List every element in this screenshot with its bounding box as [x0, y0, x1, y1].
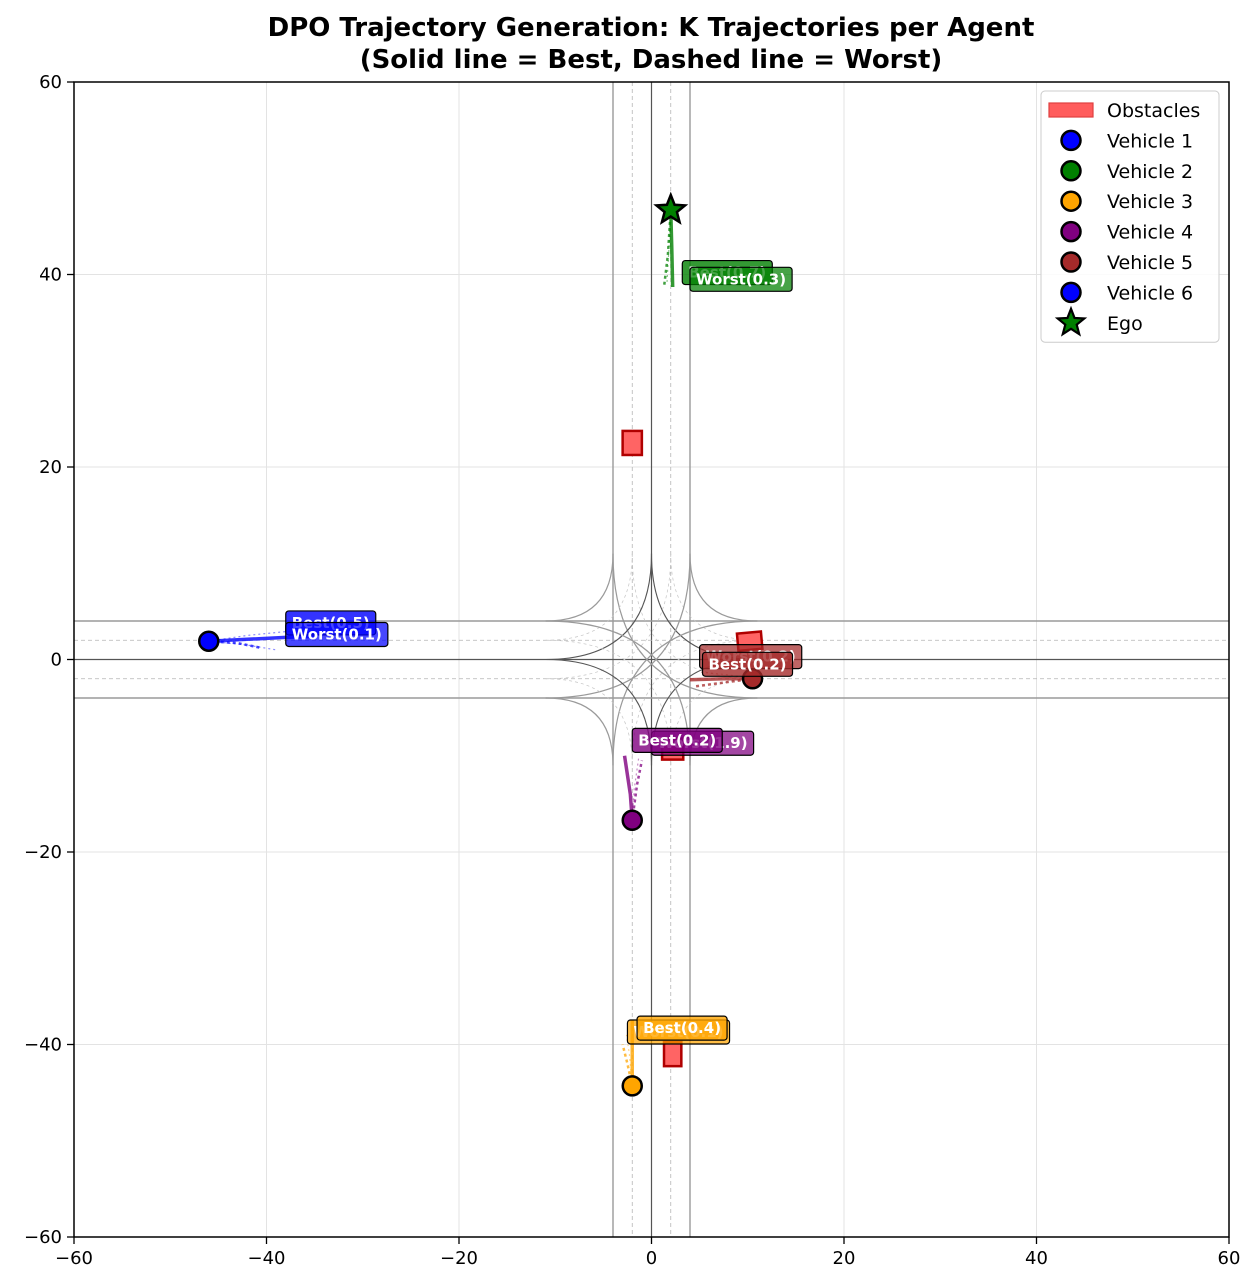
junction-arc-11	[545, 553, 653, 661]
agent-2-best-label: Best(0.4)	[636, 1015, 728, 1041]
junction-arc-15	[545, 697, 614, 766]
agent-1-worst-label-text: Worst(0.3)	[696, 270, 786, 288]
legend-marker-2	[1060, 160, 1082, 182]
junction-arc-0	[689, 553, 758, 622]
legend: Obstacles Vehicle 1 Vehicle 2 Vehicle 3 Vehi…	[1040, 90, 1220, 343]
agents-layer	[198, 191, 764, 1097]
junction-lane-arc-3	[670, 553, 758, 641]
x-tick-label-1: −40	[248, 1248, 286, 1269]
junction-lane-arc-18	[545, 678, 633, 766]
trajectory-labels-layer: Worst(0.1)Worst(1.9)Worst(0.2)Best(0.5)B…	[285, 259, 803, 1045]
x-tick-label-6: 60	[1218, 1248, 1241, 1269]
agent-4-worst-trajectory	[694, 677, 753, 688]
y-tick-label-6: 60	[39, 72, 62, 93]
agent-3-best-label-text: Best(0.2)	[638, 731, 716, 749]
agent-2-best-label-text: Best(0.4)	[643, 1019, 721, 1037]
agent-3-best-label-box	[631, 727, 723, 753]
x-tick-label-3: 0	[646, 1248, 657, 1269]
chart-title-line-2: (Solid line = Best, Dashed line = Worst)	[360, 45, 943, 75]
agent-3-marker	[621, 809, 643, 831]
x-tick-label-4: 20	[833, 1248, 856, 1269]
x-tick-label-2: −20	[440, 1248, 478, 1269]
legend-marker-1	[1060, 129, 1082, 152]
legend-label-7: Ego	[1107, 313, 1143, 335]
y-tick-label-5: 40	[39, 265, 62, 286]
junction-lane-arc-13	[545, 553, 633, 641]
legend-ego-star	[1054, 305, 1088, 337]
x-tick-label-5: 40	[1025, 1248, 1048, 1269]
legend-marker-4	[1060, 220, 1082, 243]
junction-arc-7	[612, 620, 758, 766]
legend-marker-5	[1060, 251, 1082, 273]
junction-arc-2	[612, 553, 758, 699]
legend-box	[1040, 90, 1220, 343]
agent-4-best-label-text: Best(0.2)	[709, 655, 787, 673]
axis-ticks: −60 −40 −20 0 20 40 60 −60 −40 −20 0 20 40 60	[24, 72, 1240, 1269]
legend-label-3: Vehicle 3	[1107, 191, 1193, 213]
junction-arc-10	[545, 553, 614, 622]
legend-label-2: Vehicle 2	[1107, 161, 1193, 183]
legend-marker-3	[1060, 190, 1082, 212]
agent-0-marker	[198, 630, 220, 652]
agent-1-worst-label-box	[689, 266, 793, 292]
agent-4-best-label: Best(0.2)	[701, 651, 794, 677]
legend-label-5: Vehicle 5	[1107, 252, 1193, 274]
agent-2-best-label-box	[636, 1015, 728, 1041]
chart-title-line-1: DPO Trajectory Generation: K Trajectorie…	[268, 13, 1035, 43]
legend-obstacles-swatch	[1048, 102, 1094, 118]
x-tick-label-0: −60	[55, 1248, 93, 1269]
legend-label-4: Vehicle 4	[1107, 222, 1193, 244]
agent-4-best-label-box	[701, 651, 794, 677]
agent-0-worst-label-box	[285, 621, 389, 648]
y-tick-label-0: −60	[24, 1227, 62, 1248]
legend-label-1: Vehicle 1	[1107, 130, 1193, 152]
y-tick-label-3: 0	[51, 650, 62, 671]
agent-3-best-label: Best(0.2)	[631, 727, 723, 753]
agent-0-worst-label: Worst(0.1)	[285, 621, 389, 648]
obstacle-3	[662, 1040, 683, 1068]
legend-label-6: Vehicle 6	[1107, 282, 1193, 304]
legend-label-0: Obstacles	[1107, 100, 1200, 122]
y-tick-label-1: −40	[24, 1035, 62, 1056]
obstacle-0	[621, 429, 644, 457]
junction-arc-12	[545, 553, 691, 699]
agent-0-candidate-trajectory-0	[208, 630, 296, 642]
agent-2-marker	[621, 1075, 643, 1097]
agent-1-worst-label: Worst(0.3)	[689, 266, 793, 292]
agent-1-star-marker	[653, 191, 689, 225]
agent-1-candidate-trajectory-0	[666, 209, 672, 285]
legend-marker-6	[1060, 281, 1082, 304]
agent-1-best-trajectory	[669, 209, 675, 288]
y-tick-label-4: 20	[39, 457, 62, 478]
agent-1-worst-trajectory	[662, 209, 672, 288]
y-tick-label-2: −20	[24, 842, 62, 863]
agent-0-worst-label-text: Worst(0.1)	[292, 625, 382, 643]
